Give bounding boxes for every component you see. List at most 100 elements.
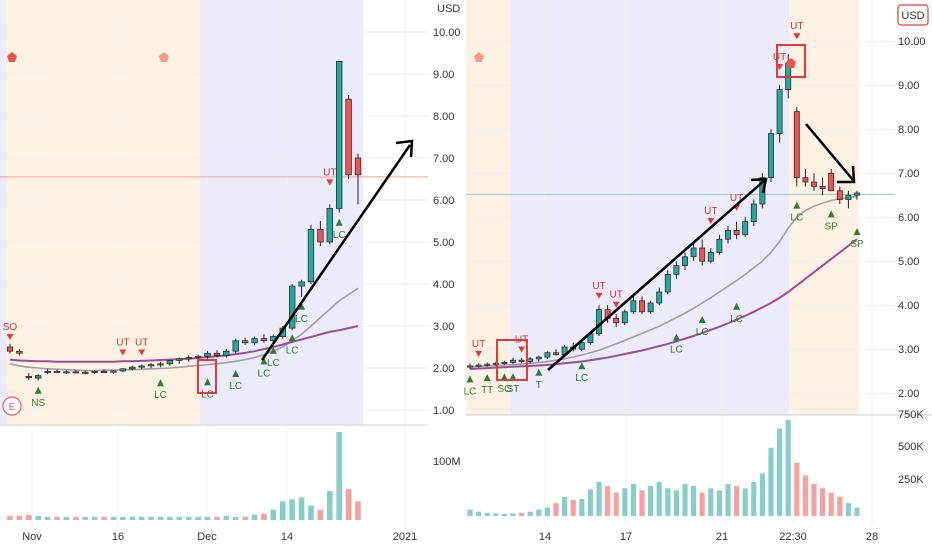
left-y-tick-label: 9.00 bbox=[433, 69, 454, 81]
right-volume-bar bbox=[751, 481, 757, 516]
left-candle bbox=[232, 338, 239, 354]
right-candle-body bbox=[742, 221, 749, 236]
left-candle bbox=[16, 349, 23, 356]
left-volume-bar bbox=[73, 516, 79, 520]
right-volume-bar bbox=[854, 507, 860, 516]
left-candle bbox=[44, 368, 51, 375]
right-candle-body bbox=[501, 362, 508, 364]
left-volume-bar bbox=[195, 516, 201, 520]
left-signal-triangle-up bbox=[298, 302, 306, 310]
right-gridlines bbox=[466, 0, 895, 524]
left-candle bbox=[35, 374, 42, 381]
right-volume-bar bbox=[837, 496, 843, 516]
left-candle bbox=[260, 334, 268, 343]
right-volume-bar bbox=[828, 492, 834, 516]
left-signal-triangle-down bbox=[6, 333, 14, 340]
left-candle-body bbox=[35, 375, 42, 379]
left-candle bbox=[176, 357, 183, 364]
right-candle-body bbox=[819, 186, 826, 189]
left-candle bbox=[119, 368, 127, 373]
left-y-tick-label: 5.00 bbox=[433, 237, 454, 249]
right-volume-bar bbox=[716, 490, 722, 516]
left-earnings-badge[interactable]: E bbox=[2, 396, 22, 416]
right-candle-body bbox=[484, 363, 491, 366]
right-volume-bar bbox=[536, 509, 542, 516]
right-x-tick-label: 28 bbox=[866, 531, 878, 543]
right-candle bbox=[742, 217, 749, 237]
left-candle bbox=[25, 373, 32, 380]
left-volume-bar bbox=[214, 516, 220, 520]
left-y-tick-label: 1.00 bbox=[433, 405, 454, 417]
left-volume-bar bbox=[35, 515, 42, 520]
left-candle bbox=[138, 364, 145, 369]
left-volume-bar bbox=[16, 515, 23, 520]
right-candle-body bbox=[510, 359, 516, 363]
left-signal-label-below: LC bbox=[229, 381, 242, 392]
left-volume-bar bbox=[7, 515, 13, 520]
left-candle bbox=[53, 369, 61, 374]
left-y-tick-label: 10.00 bbox=[433, 27, 461, 39]
right-ma-slow-line bbox=[469, 238, 858, 370]
right-signal-triangle-down bbox=[518, 346, 526, 353]
right-y-tick-label: 10.00 bbox=[898, 36, 926, 48]
right-candle bbox=[647, 300, 654, 314]
left-candle-body bbox=[223, 350, 230, 356]
right-candle bbox=[733, 221, 740, 240]
left-candle-body bbox=[166, 360, 174, 365]
right-signal-label-below: LC bbox=[670, 345, 683, 356]
left-volume-bar bbox=[289, 499, 295, 520]
left-signal-triangle-up bbox=[288, 334, 296, 342]
right-candle bbox=[639, 296, 645, 314]
right-signal-triangle-up bbox=[466, 375, 474, 383]
right-volume-bar bbox=[510, 513, 516, 516]
right-candle bbox=[664, 270, 671, 295]
right-moving-averages bbox=[469, 195, 858, 370]
right-signal-triangle-down bbox=[612, 301, 620, 308]
right-candle-body bbox=[467, 365, 473, 368]
right-volume-bar bbox=[691, 486, 697, 516]
left-y-tick-label: 4.00 bbox=[433, 279, 454, 291]
right-candle-body bbox=[768, 133, 774, 178]
right-volume-bar bbox=[613, 492, 619, 516]
left-candle-body bbox=[336, 61, 343, 209]
right-candle-body bbox=[621, 311, 628, 324]
left-volume-bar bbox=[251, 514, 258, 520]
right-highlight-box-1 bbox=[496, 339, 528, 381]
left-volume-bar bbox=[308, 505, 314, 520]
left-candle-body bbox=[251, 338, 258, 344]
left-volume-bar bbox=[44, 516, 51, 520]
right-candle-body bbox=[544, 352, 551, 358]
right-candle-body bbox=[725, 230, 731, 240]
left-x-tick-label: 16 bbox=[112, 531, 124, 543]
right-signal-triangle-up bbox=[500, 373, 508, 381]
currency-button[interactable]: USD bbox=[897, 4, 929, 26]
left-candle bbox=[185, 355, 192, 362]
right-signal-label-below: LC bbox=[575, 373, 588, 384]
right-candle-body bbox=[673, 265, 680, 275]
right-candle-body bbox=[630, 300, 637, 313]
right-volume-bar bbox=[811, 484, 817, 516]
right-volume-bar bbox=[656, 481, 662, 516]
right-x-tick-label: 21 bbox=[716, 531, 728, 543]
left-volume-bar bbox=[91, 516, 98, 520]
right-volume-bar bbox=[802, 475, 808, 516]
right-band-orange-2 bbox=[789, 0, 859, 415]
right-volume-bar bbox=[734, 486, 740, 516]
right-volume-bar bbox=[527, 511, 533, 516]
right-x-tick-label: 14 bbox=[539, 531, 551, 543]
left-candle-body bbox=[6, 346, 14, 352]
right-candle-body bbox=[682, 256, 688, 266]
left-volume-bar bbox=[270, 509, 277, 520]
left-signal-label-below: LC bbox=[267, 358, 280, 369]
right-candle bbox=[553, 349, 559, 356]
right-candle-body bbox=[828, 172, 835, 192]
right-volume-bar bbox=[682, 484, 688, 516]
left-volume-bar bbox=[232, 516, 239, 520]
right-candle-body bbox=[707, 252, 714, 262]
left-volume-bar bbox=[317, 509, 324, 520]
right-volume-bar bbox=[605, 486, 611, 516]
right-signal-triangle-down bbox=[595, 292, 603, 299]
right-candle-body bbox=[475, 364, 482, 367]
left-candle bbox=[317, 221, 324, 247]
left-candle bbox=[91, 370, 98, 374]
